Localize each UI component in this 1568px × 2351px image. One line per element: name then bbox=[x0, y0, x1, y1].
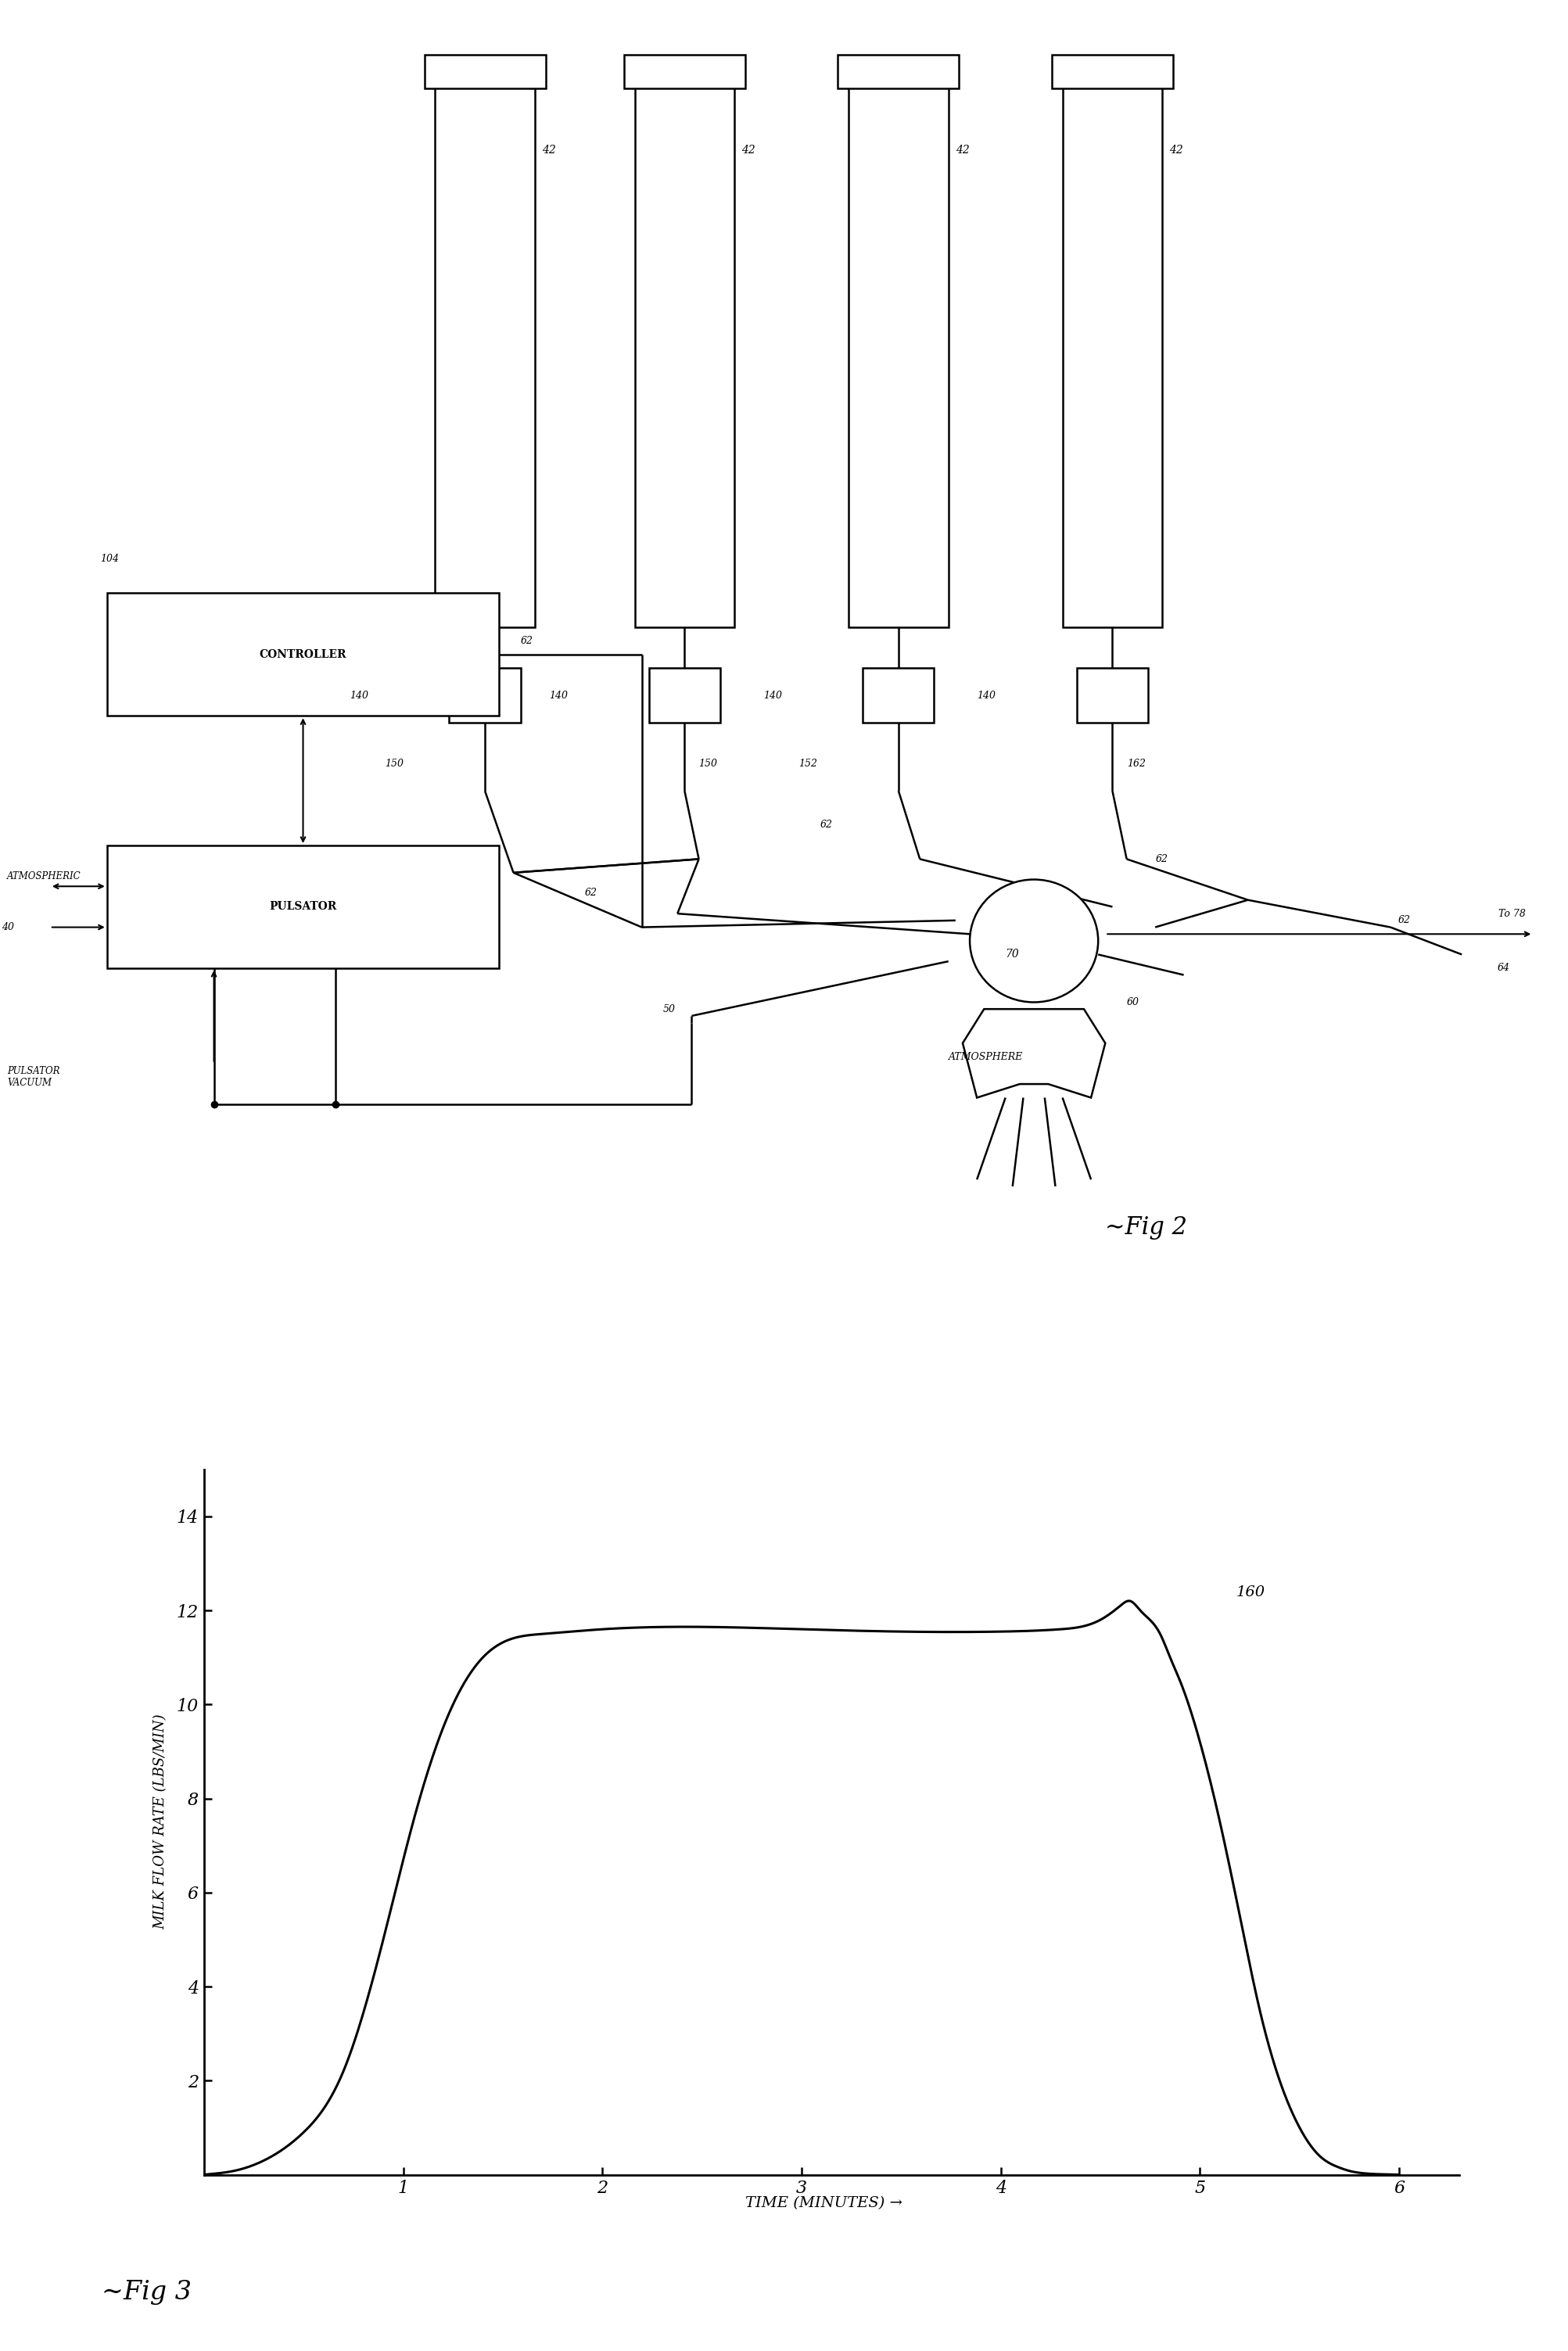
Text: 40: 40 bbox=[2, 922, 14, 933]
Text: ATMOSPHERIC: ATMOSPHERIC bbox=[8, 870, 82, 882]
Text: 140: 140 bbox=[762, 691, 781, 701]
Bar bbox=[837, 54, 958, 89]
Text: 162: 162 bbox=[1126, 759, 1145, 769]
Text: 140: 140 bbox=[549, 691, 568, 701]
Bar bbox=[1051, 54, 1173, 89]
Text: To 78: To 78 bbox=[1497, 907, 1526, 919]
Text: 60: 60 bbox=[1126, 997, 1138, 1006]
Text: 152: 152 bbox=[798, 759, 817, 769]
Text: CONTROLLER: CONTROLLER bbox=[259, 649, 347, 661]
Bar bbox=[448, 668, 521, 722]
Bar bbox=[1062, 68, 1162, 628]
Bar bbox=[649, 668, 720, 722]
Text: 42: 42 bbox=[541, 143, 555, 155]
Text: 42: 42 bbox=[742, 143, 756, 155]
Y-axis label: MILK FLOW RATE (LBS/MIN): MILK FLOW RATE (LBS/MIN) bbox=[154, 1714, 168, 1930]
Text: 62: 62 bbox=[521, 635, 533, 647]
Text: 64: 64 bbox=[1497, 964, 1510, 973]
Text: 62: 62 bbox=[1154, 853, 1167, 865]
Text: 150: 150 bbox=[698, 759, 717, 769]
Bar bbox=[1076, 668, 1148, 722]
Text: 62: 62 bbox=[1397, 915, 1410, 926]
Text: 104: 104 bbox=[100, 555, 119, 564]
Bar bbox=[107, 846, 499, 969]
Circle shape bbox=[969, 879, 1098, 1002]
Text: 42: 42 bbox=[955, 143, 969, 155]
Text: ∼Fig 3: ∼Fig 3 bbox=[102, 2280, 191, 2304]
Text: 140: 140 bbox=[977, 691, 996, 701]
Bar bbox=[635, 68, 734, 628]
Text: 140: 140 bbox=[350, 691, 368, 701]
Text: ∼Fig 2: ∼Fig 2 bbox=[1105, 1215, 1187, 1239]
Text: 150: 150 bbox=[384, 759, 403, 769]
Text: ATMOSPHERE: ATMOSPHERE bbox=[949, 1051, 1022, 1063]
Text: 62: 62 bbox=[585, 889, 597, 898]
Bar bbox=[862, 668, 933, 722]
Text: 70: 70 bbox=[1005, 950, 1019, 959]
Text: TIME (MINUTES) →: TIME (MINUTES) → bbox=[745, 2196, 902, 2210]
Polygon shape bbox=[963, 1009, 1105, 1098]
Bar bbox=[848, 68, 949, 628]
Text: 62: 62 bbox=[820, 820, 833, 830]
Bar bbox=[423, 54, 546, 89]
Text: 50: 50 bbox=[663, 1004, 676, 1013]
Text: PULSATOR
VACUUM: PULSATOR VACUUM bbox=[8, 1067, 60, 1089]
Bar bbox=[434, 68, 535, 628]
Bar bbox=[624, 54, 745, 89]
Bar bbox=[107, 592, 499, 717]
Text: 42: 42 bbox=[1168, 143, 1182, 155]
Text: PULSATOR: PULSATOR bbox=[270, 900, 337, 912]
Text: 160: 160 bbox=[1236, 1585, 1264, 1599]
